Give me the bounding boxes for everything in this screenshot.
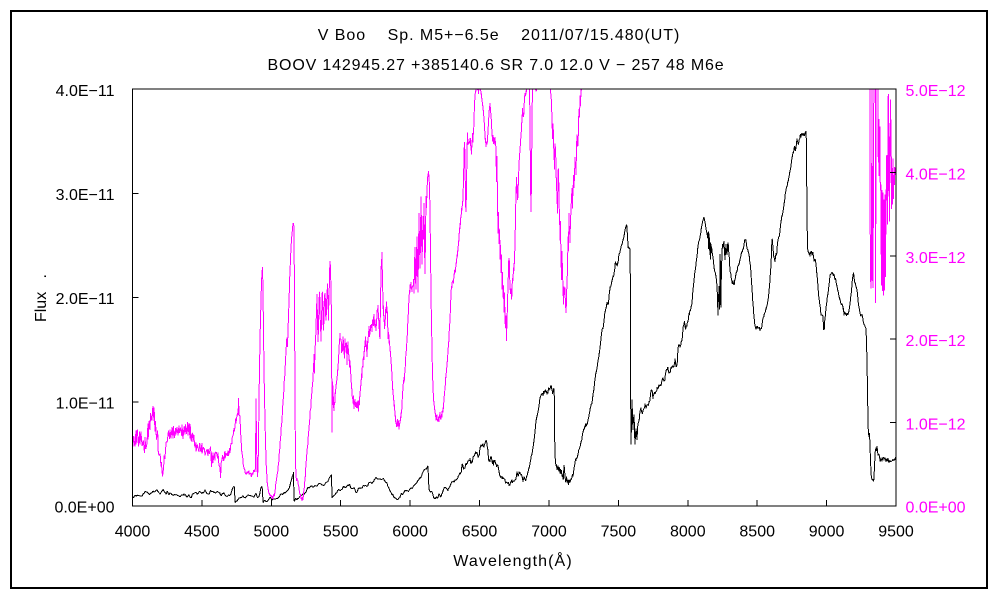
svg-text:9000: 9000	[809, 524, 845, 541]
svg-text:Flux .: Flux .	[33, 274, 50, 322]
svg-text:Wavelength(Å): Wavelength(Å)	[453, 551, 573, 570]
svg-text:V Boo Sp. M5+−6.5e 2011/: V Boo Sp. M5+−6.5e 2011/07/15.480(UT)	[318, 27, 681, 44]
svg-text:8000: 8000	[670, 524, 706, 541]
svg-text:0.0E+00: 0.0E+00	[906, 500, 966, 517]
svg-text:3.0E−12: 3.0E−12	[906, 250, 966, 267]
svg-text:6000: 6000	[392, 524, 428, 541]
svg-text:5500: 5500	[323, 524, 359, 541]
svg-text:5.0E−12: 5.0E−12	[906, 83, 966, 100]
svg-text:4500: 4500	[184, 524, 220, 541]
svg-text:2.0E−11: 2.0E−11	[56, 291, 115, 308]
svg-text:4.0E−12: 4.0E−12	[906, 166, 966, 183]
svg-text:7500: 7500	[601, 524, 637, 541]
svg-text:7000: 7000	[531, 524, 567, 541]
svg-text:1.0E−12: 1.0E−12	[906, 417, 966, 434]
svg-text:2.0E−12: 2.0E−12	[906, 333, 966, 350]
svg-text:6500: 6500	[462, 524, 498, 541]
svg-text:1.0E−11: 1.0E−11	[56, 396, 115, 413]
svg-text:3.0E−11: 3.0E−11	[56, 187, 115, 204]
svg-text:BOOV 142945.27 +385140.6 SR 7.: BOOV 142945.27 +385140.6 SR 7.0 12.0 V −…	[268, 57, 725, 74]
svg-text:4000: 4000	[115, 524, 151, 541]
svg-text:9500: 9500	[878, 524, 914, 541]
svg-text:4.0E−11: 4.0E−11	[56, 83, 115, 100]
svg-text:0.0E+00: 0.0E+00	[54, 500, 114, 517]
svg-text:8500: 8500	[739, 524, 775, 541]
svg-text:5000: 5000	[254, 524, 290, 541]
